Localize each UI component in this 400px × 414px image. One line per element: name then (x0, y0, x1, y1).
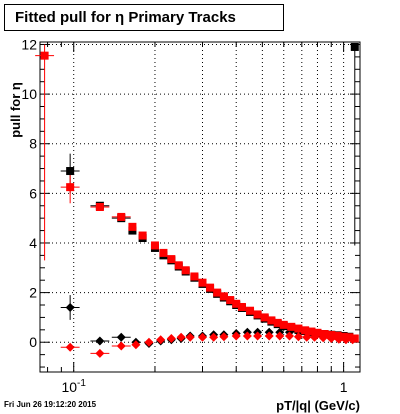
red-diamond-marker (275, 331, 285, 341)
red-square-marker (307, 327, 316, 336)
chart-title: Fitted pull for η Primary Tracks (4, 4, 284, 31)
red-diamond-marker (65, 342, 75, 352)
red-diamond-marker (302, 332, 312, 342)
data-layer (40, 42, 359, 358)
red-square-marker (206, 283, 215, 292)
red-diamond-marker (334, 334, 344, 344)
red-square-marker (287, 322, 296, 331)
footer-timestamp: Fri Jun 26 19:12:20 2015 (4, 400, 97, 409)
red-diamond-marker (318, 333, 328, 343)
red-square-marker (345, 333, 354, 342)
red-square-marker (219, 292, 228, 301)
red-square-marker (167, 255, 176, 264)
red-diamond-marker (253, 331, 263, 341)
red-square-marker (313, 328, 322, 337)
red-diamond-marker (326, 334, 336, 344)
red-diamond-marker (242, 331, 252, 341)
error-bar-layer (35, 44, 356, 354)
y-axis-label: pull for η (8, 82, 23, 138)
red-diamond-marker (309, 332, 319, 342)
plot-frame (39, 41, 361, 373)
red-square-marker (339, 332, 348, 341)
red-square-marker (174, 261, 183, 270)
red-diamond-marker (293, 332, 303, 342)
x-tick-label: 10-1 (61, 378, 86, 395)
y-tick-label: 2 (29, 285, 37, 301)
red-diamond-marker (144, 337, 154, 347)
red-square-marker (190, 272, 199, 281)
red-square-marker (66, 183, 75, 192)
red-square-marker (40, 51, 49, 60)
red-square-marker (232, 299, 241, 308)
red-diamond-marker (284, 331, 294, 341)
black-diamond-marker (95, 336, 105, 346)
red-square-marker (279, 320, 288, 329)
red-square-marker (301, 326, 310, 335)
red-square-marker (320, 330, 329, 339)
red-diamond-marker (348, 335, 358, 345)
y-tick-label: 10 (21, 86, 37, 102)
red-diamond-marker (264, 331, 274, 341)
black-diamond-marker (116, 332, 126, 342)
red-square-marker (213, 288, 222, 297)
red-square-marker (117, 212, 126, 221)
red-diamond-marker (156, 335, 166, 345)
red-square-marker (128, 222, 137, 231)
red-diamond-marker (231, 331, 241, 341)
x-tick-exponent: -1 (77, 378, 86, 389)
y-tick-label: 0 (29, 334, 37, 350)
red-square-marker (95, 203, 104, 211)
red-diamond-marker (197, 332, 207, 342)
x-tick-label: 1 (340, 379, 348, 395)
x-axis-label: pT/|q| (GeV/c) (276, 398, 360, 413)
y-tick-label: 8 (29, 136, 37, 152)
red-square-marker (226, 296, 235, 305)
red-square-marker (159, 248, 168, 257)
black-square-marker (66, 167, 75, 176)
red-square-marker (273, 318, 282, 327)
red-diamond-marker (166, 334, 176, 344)
red-square-marker (198, 278, 207, 287)
red-diamond-marker (131, 340, 141, 350)
red-diamond-marker (176, 332, 186, 342)
red-diamond-marker (95, 348, 105, 358)
red-square-marker (294, 324, 303, 333)
y-tick-label: 12 (21, 36, 37, 52)
red-diamond-marker (219, 332, 229, 342)
black-square-marker (350, 42, 359, 51)
red-square-marker (150, 241, 159, 250)
red-diamond-marker (185, 332, 195, 342)
y-tick-label: 4 (29, 235, 37, 251)
red-square-marker (267, 316, 276, 325)
red-square-marker (260, 313, 269, 322)
grid-layer (40, 42, 360, 372)
y-tick-label: 6 (29, 185, 37, 201)
red-diamond-marker (116, 341, 126, 351)
axis-layer: 0 2 4 6 8 10 12 10-1 1 (21, 36, 360, 395)
red-diamond-marker (209, 332, 219, 342)
black-diamond-marker (65, 302, 75, 312)
red-square-marker (138, 231, 147, 240)
red-square-marker (181, 266, 190, 275)
red-square-marker (246, 306, 255, 315)
red-diamond-marker (341, 335, 351, 345)
red-square-marker (253, 310, 262, 319)
red-square-marker (237, 302, 246, 311)
red-square-marker (333, 331, 342, 340)
